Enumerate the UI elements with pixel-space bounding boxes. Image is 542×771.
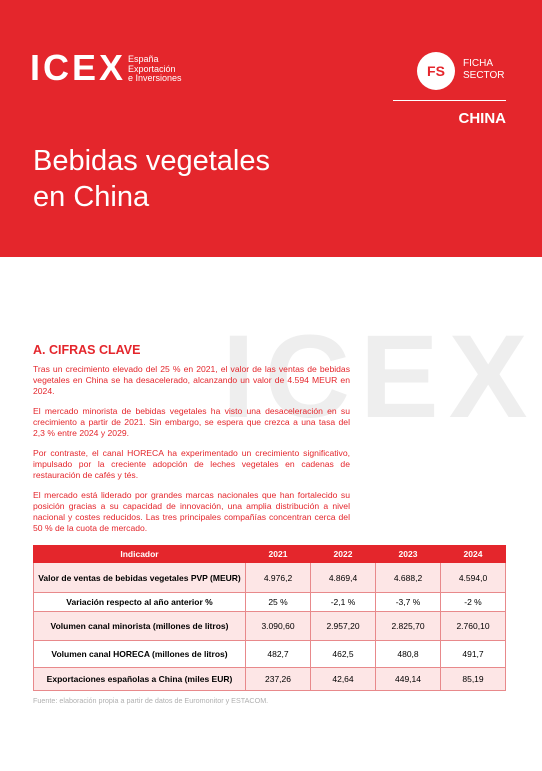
cell: 4.688,2 (375, 562, 441, 593)
paragraphs: Tras un crecimiento elevado del 25 % en … (33, 364, 350, 543)
row-label: Volumen canal HORECA (millones de litros… (33, 640, 246, 668)
watermark: ICEX (222, 311, 538, 443)
paragraph: El mercado está liderado por grandes mar… (33, 490, 350, 533)
badge: FS (417, 52, 455, 90)
cell: 4.976,2 (245, 562, 311, 593)
country: CHINA (458, 110, 507, 127)
cell: -2,1 % (310, 592, 376, 612)
header-row: Indicador 2021 2022 2023 2024 (33, 545, 506, 563)
column-header: 2024 (440, 545, 506, 563)
cell: 449,14 (375, 667, 441, 691)
logo-line: Exportación (128, 63, 176, 74)
cell: 491,7 (440, 640, 506, 668)
row-label: Valor de ventas de bebidas vegetales PVP… (33, 562, 246, 593)
cell: 2.760,10 (440, 611, 506, 641)
title-line: en China (33, 181, 150, 213)
logo-subtitle: España Exportación e Inversiones (128, 54, 182, 84)
table-body: Valor de ventas de bebidas vegetales PVP… (33, 562, 506, 691)
cell: 462,5 (310, 640, 376, 668)
badge-line: FICHA (463, 58, 493, 69)
logo-line: e Inversiones (128, 73, 182, 83)
column-header: 2022 (310, 545, 376, 563)
cell: 482,7 (245, 640, 311, 668)
badge-text: FICHA SECTOR (463, 58, 505, 82)
cell: 85,19 (440, 667, 506, 691)
cell: 480,8 (375, 640, 441, 668)
paragraph: Tras un crecimiento elevado del 25 % en … (33, 364, 350, 396)
cell: 4.594,0 (440, 562, 506, 593)
cell: 25 % (245, 592, 311, 612)
table-row: Volumen canal minorista (millones de lit… (33, 611, 506, 641)
column-header: 2021 (245, 545, 311, 563)
title: Bebidas vegetales en China (33, 143, 270, 215)
title-line: Bebidas vegetales (33, 145, 270, 177)
cell: 2.825,70 (375, 611, 441, 641)
source: Fuente: elaboración propia a partir de d… (33, 696, 269, 705)
cell: -2 % (440, 592, 506, 612)
column-header: 2023 (375, 545, 441, 563)
row-label: Exportaciones españolas a China (miles E… (33, 667, 246, 691)
cell: 2.957,20 (310, 611, 376, 641)
cell: 4.869,4 (310, 562, 376, 593)
table-row: Variación respecto al año anterior % 25 %… (33, 592, 506, 612)
data-table: Indicador 2021 2022 2023 2024 Valor de ventas… (33, 545, 506, 691)
table-row: Valor de ventas de bebidas vegetales PVP… (33, 562, 506, 593)
header-band (0, 0, 542, 257)
logo-line: España (128, 54, 159, 64)
table-row: Exportaciones españolas a China (miles E… (33, 667, 506, 691)
column-header: Indicador (33, 545, 246, 563)
paragraph: El mercado minorista de bebidas vegetale… (33, 406, 350, 438)
logo: ICEX (30, 47, 127, 88)
badge-line: SECTOR (463, 70, 505, 81)
cell: 42,64 (310, 667, 376, 691)
paragraph: Por contraste, el canal HORECA ha experi… (33, 448, 350, 480)
row-label: Variación respecto al año anterior % (33, 592, 246, 612)
section-heading: A. CIFRAS CLAVE (33, 343, 141, 357)
cell: 237,26 (245, 667, 311, 691)
divider (393, 100, 506, 101)
table-row: Volumen canal HORECA (millones de litros… (33, 640, 506, 668)
row-label: Volumen canal minorista (millones de lit… (33, 611, 246, 641)
cell: 3.090,60 (245, 611, 311, 641)
cell: -3,7 % (375, 592, 441, 612)
